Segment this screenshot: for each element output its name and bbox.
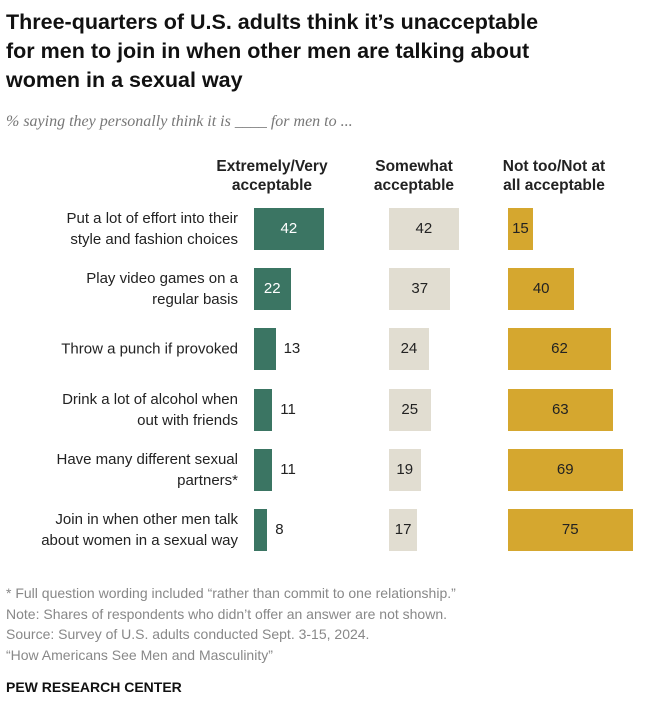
bar xyxy=(389,509,418,551)
value-label: 15 xyxy=(512,220,529,237)
notes: * Full question wording included “rather… xyxy=(6,583,456,665)
legend-header: Extremely/Very acceptable xyxy=(216,158,328,194)
bar xyxy=(254,388,273,431)
category-label: Join in when other men talk about women … xyxy=(41,511,238,549)
value-label: 25 xyxy=(401,400,419,418)
value-label: 42 xyxy=(280,220,298,237)
chart-title: Three-quarters of U.S. adults think it’s… xyxy=(6,10,539,92)
value-label: 11 xyxy=(280,460,296,478)
value-label: 17 xyxy=(394,521,412,538)
value-label: 11 xyxy=(280,400,296,418)
bar xyxy=(389,388,431,431)
bar xyxy=(254,208,324,250)
value-label: 22 xyxy=(263,280,281,298)
bar xyxy=(508,448,623,491)
value-label: 63 xyxy=(551,400,569,418)
value-label: 8 xyxy=(275,521,284,538)
source-org: PEW RESEARCH CENTER xyxy=(6,679,182,695)
bar xyxy=(254,509,268,551)
bar xyxy=(389,328,429,371)
note: Source: Survey of U.S. adults conducted … xyxy=(6,626,370,642)
category-label: Drink a lot of alcohol when out with fri… xyxy=(62,390,238,429)
category-label: Have many different sexual partners* xyxy=(56,450,239,489)
note: Note: Shares of respondents who didn’t o… xyxy=(6,605,448,622)
note: * Full question wording included “rather… xyxy=(6,585,456,601)
category-label: Put a lot of effort into their style and… xyxy=(66,210,239,248)
bar xyxy=(508,509,633,551)
category-label: Throw a punch if provoked xyxy=(61,340,238,358)
bar xyxy=(508,268,575,311)
value-label: 42 xyxy=(415,220,433,237)
legend-header: Not too/Not at all acceptable xyxy=(502,158,606,194)
legend-header: Somewhat acceptable xyxy=(373,158,455,194)
bar xyxy=(508,388,613,431)
bar xyxy=(389,448,421,491)
value-label: 13 xyxy=(283,340,301,358)
bar xyxy=(254,328,276,371)
bar xyxy=(389,208,459,250)
bar xyxy=(254,268,291,311)
value-label: 37 xyxy=(411,280,429,298)
value-label: 75 xyxy=(561,521,579,538)
value-label: 19 xyxy=(396,460,414,478)
chart-subtitle: % saying they personally think it is ___… xyxy=(6,113,353,130)
value-label: 24 xyxy=(400,340,418,358)
value-label: 62 xyxy=(551,340,568,358)
note: “How Americans See Men and Masculinity” xyxy=(6,646,273,663)
value-label: 40 xyxy=(532,280,550,298)
bar xyxy=(254,448,273,491)
category-label: Play video games on a regular basis xyxy=(86,270,238,309)
bar xyxy=(508,328,611,371)
bar xyxy=(389,268,451,311)
value-label: 69 xyxy=(556,460,574,478)
bar xyxy=(508,208,533,250)
